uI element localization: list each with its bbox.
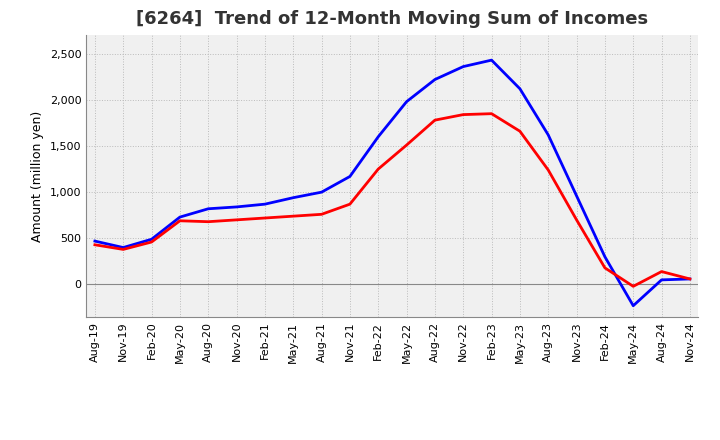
Net Income [346, 202, 354, 207]
Ordinary Income [374, 134, 382, 139]
Net Income [629, 284, 637, 289]
Net Income [374, 166, 382, 172]
Net Income [600, 265, 609, 271]
Ordinary Income [516, 86, 524, 92]
Ordinary Income [487, 58, 496, 63]
Net Income [289, 213, 297, 219]
Line: Net Income: Net Income [95, 114, 690, 286]
Ordinary Income [431, 77, 439, 82]
Ordinary Income [459, 64, 467, 69]
Ordinary Income [544, 132, 552, 138]
Net Income [685, 276, 694, 282]
Net Income [91, 242, 99, 247]
Ordinary Income [176, 214, 184, 220]
Net Income [459, 112, 467, 117]
Ordinary Income [261, 202, 269, 207]
Net Income [544, 167, 552, 172]
Ordinary Income [600, 254, 609, 260]
Net Income [487, 111, 496, 116]
Ordinary Income [402, 99, 411, 104]
Title: [6264]  Trend of 12-Month Moving Sum of Incomes: [6264] Trend of 12-Month Moving Sum of I… [136, 10, 649, 28]
Y-axis label: Amount (million yen): Amount (million yen) [32, 110, 45, 242]
Ordinary Income [685, 276, 694, 282]
Net Income [572, 217, 581, 223]
Ordinary Income [572, 193, 581, 198]
Line: Ordinary Income: Ordinary Income [95, 60, 690, 306]
Ordinary Income [289, 195, 297, 200]
Ordinary Income [148, 237, 156, 242]
Net Income [318, 212, 326, 217]
Net Income [516, 128, 524, 134]
Ordinary Income [233, 204, 241, 209]
Net Income [176, 218, 184, 224]
Net Income [657, 269, 666, 274]
Ordinary Income [318, 190, 326, 195]
Ordinary Income [629, 303, 637, 308]
Ordinary Income [346, 174, 354, 179]
Ordinary Income [119, 245, 127, 250]
Net Income [431, 117, 439, 123]
Ordinary Income [91, 238, 99, 244]
Net Income [119, 247, 127, 252]
Ordinary Income [204, 206, 212, 211]
Net Income [402, 143, 411, 148]
Net Income [148, 239, 156, 245]
Ordinary Income [657, 277, 666, 282]
Net Income [233, 217, 241, 223]
Net Income [261, 215, 269, 220]
Net Income [204, 219, 212, 224]
